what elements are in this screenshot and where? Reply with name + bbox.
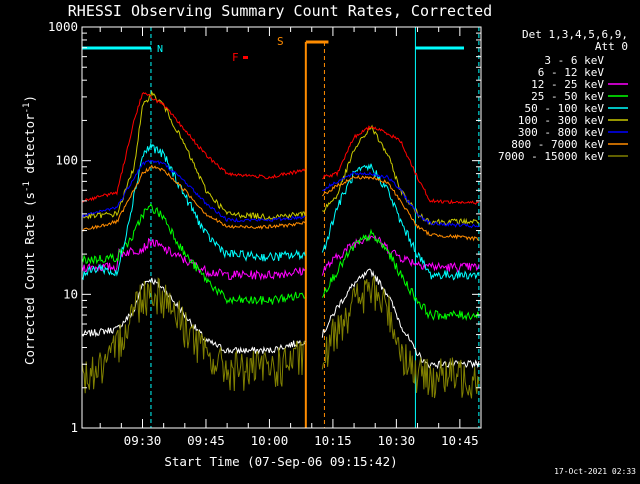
series-line <box>81 159 480 229</box>
f-flag-label: F <box>232 51 239 64</box>
legend-header: Det 1,3,4,5,6,9, <box>522 28 628 41</box>
x-tick-label: 09:30 <box>124 433 162 448</box>
legend-label: 300 - 800 keV <box>518 126 604 139</box>
plot-area: N F S <box>81 27 480 428</box>
series-line <box>81 142 480 281</box>
x-tick-label: 09:45 <box>187 433 225 448</box>
n-flag-label: N <box>157 44 163 55</box>
y-tick-label: 1000 <box>48 19 78 34</box>
y-tick-label: 100 <box>55 153 78 168</box>
y-tick-label: 10 <box>63 286 78 301</box>
x-tick-label: 10:00 <box>251 433 289 448</box>
legend-label: 800 - 7000 keV <box>511 138 604 151</box>
legend-label: 25 - 50 keV <box>531 90 604 103</box>
legend-label: 6 - 12 keV <box>538 66 605 79</box>
series-line <box>81 91 480 205</box>
x-axis-label: Start Time (07-Sep-06 09:15:42) <box>164 454 397 469</box>
x-tick-label: 10:30 <box>378 433 416 448</box>
legend-label: 3 - 6 keV <box>544 54 604 67</box>
x-tick-label: 10:15 <box>314 433 352 448</box>
legend-header: Att 0 <box>595 40 628 53</box>
legend-label: 12 - 25 keV <box>531 78 604 91</box>
y-axis-label: Corrected Count Rate (s-1 detector-1) <box>22 95 37 365</box>
s-flag-label: S <box>277 35 284 48</box>
legend-label: 7000 - 15000 keV <box>498 150 604 163</box>
series-line <box>81 164 479 242</box>
f-flag-mark <box>243 56 248 59</box>
x-tick-label: 10:45 <box>441 433 479 448</box>
legend-label: 50 - 100 keV <box>525 102 605 115</box>
y-tick-label: 1 <box>70 420 78 435</box>
series-line <box>81 203 480 322</box>
axes: 1 10 100 1000 09:30 09:45 10:00 10:15 10:30 10:45 <box>48 19 482 448</box>
chart-title: RHESSI Observing Summary Count Rates, Co… <box>68 2 492 20</box>
plot-frame <box>81 26 482 429</box>
legend-label: 100 - 300 keV <box>518 114 604 127</box>
series-line <box>81 268 480 370</box>
series-line <box>81 275 480 399</box>
timestamp: 17-Oct-2021 02:33 <box>554 467 636 476</box>
